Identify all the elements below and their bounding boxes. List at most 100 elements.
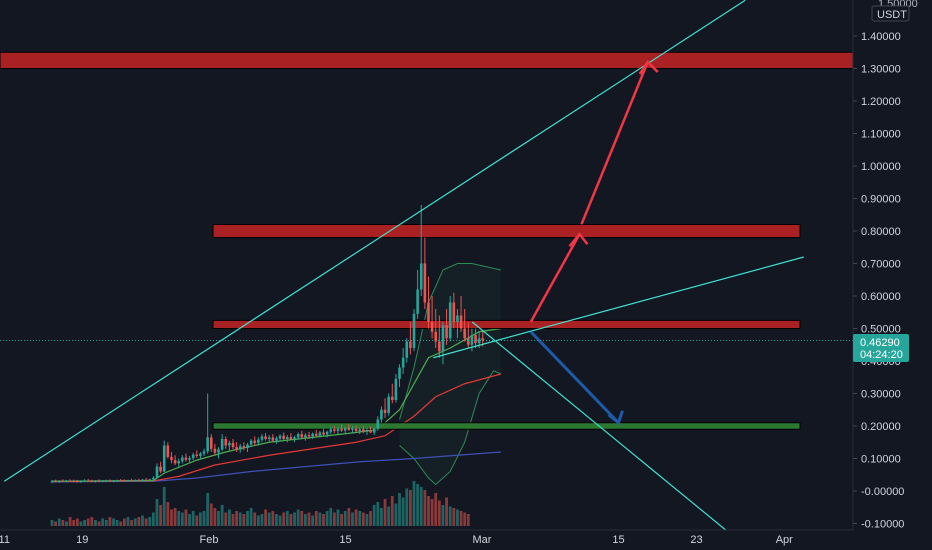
candle-body	[148, 479, 152, 481]
volume-bar	[282, 512, 286, 526]
price-tick-label: 0.90000	[861, 194, 901, 206]
volume-bar	[209, 503, 213, 526]
candle-body	[383, 409, 387, 413]
candle-body	[351, 428, 354, 430]
price-tick-label: 0.10000	[861, 454, 901, 466]
bullish-arrowhead	[638, 60, 659, 75]
volume-bar	[448, 506, 452, 526]
candle-body	[90, 480, 94, 482]
volume-bar	[199, 512, 202, 526]
candle-body	[159, 466, 162, 472]
candle-body	[173, 460, 177, 464]
volume-bar	[376, 502, 380, 526]
candle-body	[311, 433, 314, 437]
bearish-arrow-segment	[529, 330, 620, 424]
candle-body	[257, 439, 260, 443]
candle-body	[166, 445, 170, 457]
candle-body	[235, 447, 238, 450]
volume-bar	[137, 517, 141, 526]
volume-bar	[398, 493, 401, 526]
volume-bar	[180, 512, 184, 526]
candle-body	[401, 357, 405, 368]
volume-bar	[311, 515, 315, 526]
current-price-badge-box	[853, 334, 909, 362]
volume-bar	[354, 509, 358, 526]
candle-body	[101, 480, 104, 482]
candlesticks	[50, 205, 485, 484]
candle-body	[412, 313, 416, 348]
volume-bar	[104, 520, 108, 526]
candle-body	[362, 429, 365, 432]
candle-body	[419, 263, 423, 290]
volume-bar	[347, 508, 351, 526]
candle-body	[358, 429, 361, 432]
volume-bar	[227, 509, 231, 526]
volume-bar	[170, 509, 173, 526]
candle-body	[459, 315, 463, 329]
candle-body	[260, 436, 264, 440]
candle-body	[372, 428, 376, 433]
volume-bar	[336, 509, 340, 526]
volume-bar	[231, 514, 235, 526]
candle-body	[467, 338, 470, 345]
volume-bar	[459, 511, 463, 526]
volume-bar	[452, 508, 456, 526]
volume-bar	[463, 512, 467, 526]
candle-body	[83, 480, 86, 482]
candle-body	[108, 480, 112, 482]
volume-bar	[249, 508, 253, 526]
volume-bar	[466, 514, 470, 526]
candle-body	[282, 435, 285, 439]
volume-bar	[54, 521, 58, 526]
time-tick-label: Mar	[473, 534, 492, 546]
price-axis[interactable]: 1.40000 1.30000 1.20000 1.10000 1.00000 0.900…	[852, 0, 932, 531]
candle-body	[365, 429, 369, 432]
candle-body	[477, 338, 481, 344]
candle-body	[318, 432, 322, 436]
volume-bar	[260, 514, 264, 526]
volume-bar	[427, 496, 430, 526]
candle-body	[130, 480, 133, 482]
candle-body	[242, 446, 246, 449]
volume-bar	[50, 520, 54, 526]
volume-bar	[441, 505, 445, 526]
price-tick-label: 0.50000	[861, 324, 901, 336]
candle-body	[238, 446, 242, 450]
candle-body	[438, 341, 441, 352]
volume-bars	[50, 481, 470, 526]
candle-body	[347, 427, 351, 430]
volume-bar	[68, 517, 72, 526]
price-tick-label: 1.40000	[861, 31, 901, 43]
candle-body	[231, 442, 235, 448]
candle-body	[94, 480, 97, 482]
candle-body	[162, 445, 166, 472]
volume-bar	[159, 505, 162, 526]
candle-body	[76, 481, 79, 483]
candle-body	[394, 378, 398, 400]
candle-body	[144, 479, 148, 481]
volume-bar	[224, 512, 228, 526]
volume-bar	[141, 515, 144, 526]
volume-bar	[278, 515, 282, 526]
time-axis[interactable]: 11 19 Feb 15 Mar 15 23 Apr	[0, 529, 932, 550]
candle-body	[427, 302, 430, 322]
volume-bar	[434, 493, 438, 526]
candle-body	[307, 435, 311, 437]
bollinger-lower-line	[399, 370, 502, 486]
candle-body	[177, 461, 180, 464]
price-axis-background	[853, 0, 932, 530]
candle-body	[213, 448, 217, 453]
volume-bar	[445, 497, 448, 526]
volume-bar	[75, 518, 79, 526]
top-price-label: 1.50000	[878, 0, 918, 10]
volume-bar	[419, 487, 423, 526]
volume-bar	[256, 515, 260, 526]
candle-body	[249, 440, 253, 445]
volume-bar	[144, 518, 148, 526]
candle-body	[423, 263, 427, 303]
volume-bar	[430, 499, 434, 526]
volume-bar	[206, 493, 210, 526]
volume-bar	[246, 511, 249, 526]
candle-body	[191, 454, 195, 459]
